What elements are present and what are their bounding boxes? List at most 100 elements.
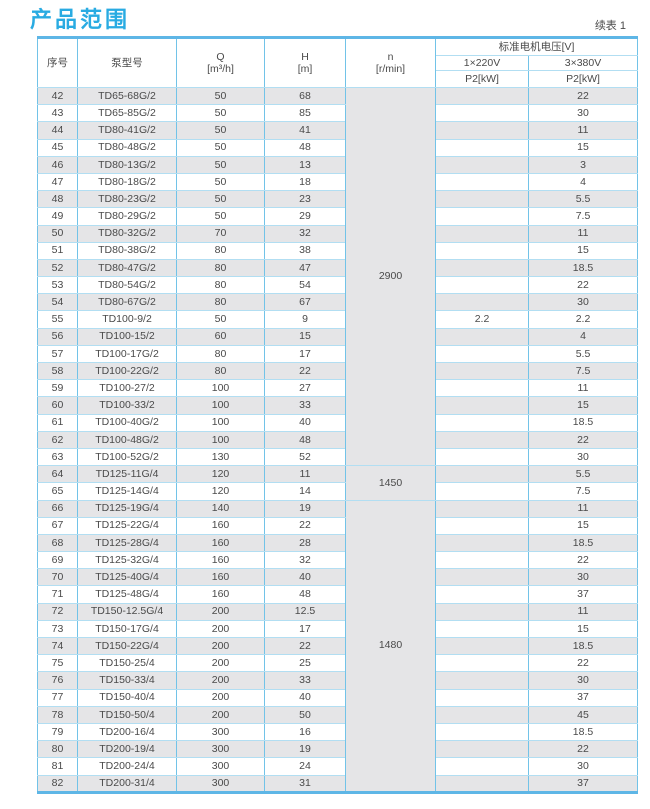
- cell-model: TD100-52G/2: [77, 447, 177, 467]
- cell-head: 40: [264, 568, 346, 587]
- cell-p2-380: 22: [528, 740, 638, 759]
- cell-p2-380: 11: [528, 121, 638, 140]
- cell-seq: 73: [37, 619, 78, 639]
- cell-flow: 80: [176, 293, 265, 312]
- cell-speed: 2900: [345, 86, 436, 467]
- cell-seq: 70: [37, 568, 78, 587]
- cell-head: 40: [264, 688, 346, 707]
- cell-head: 22: [264, 361, 346, 381]
- cell-flow: 160: [176, 516, 265, 535]
- cell-p2-220: [435, 636, 529, 656]
- cell-p2-380: 18.5: [528, 722, 638, 742]
- cell-p2-220: [435, 413, 529, 432]
- cell-p2-380: 30: [528, 293, 638, 312]
- cell-p2-220: 2.2: [435, 310, 529, 329]
- header-voltage-group: 标准电机电压[V]: [435, 37, 638, 56]
- cell-p2-380: 37: [528, 585, 638, 604]
- cell-flow: 200: [176, 671, 265, 690]
- cell-flow: 50: [176, 172, 265, 192]
- cell-seq: 76: [37, 671, 78, 690]
- cell-head: 19: [264, 740, 346, 759]
- table-row: 66 TD125-19G/4 140 19 1480 11: [37, 499, 638, 793]
- cell-head: 28: [264, 533, 346, 553]
- cell-model: TD80-13G/2: [77, 155, 177, 174]
- table-row: 65 TD125-14G/4 120 14 7.5: [37, 482, 638, 501]
- cell-head: 12.5: [264, 602, 346, 621]
- cell-model: TD125-11G/4: [77, 465, 177, 484]
- cell-speed: 1450: [345, 465, 436, 501]
- cell-model: TD150-50/4: [77, 705, 177, 724]
- table-row: 47 TD80-18G/2 50 18 4: [37, 172, 638, 192]
- cell-seq: 74: [37, 636, 78, 656]
- cell-head: 25: [264, 654, 346, 673]
- cell-head: 47: [264, 258, 346, 278]
- cell-model: TD100-48G/2: [77, 430, 177, 449]
- cell-model: TD80-41G/2: [77, 121, 177, 140]
- cell-flow: 100: [176, 379, 265, 398]
- cell-head: 27: [264, 379, 346, 398]
- cell-p2-220: [435, 533, 529, 553]
- cell-seq: 54: [37, 293, 78, 312]
- cell-flow: 80: [176, 241, 265, 260]
- table-row: 63 TD100-52G/2 130 52 30: [37, 447, 638, 467]
- cell-flow: 160: [176, 551, 265, 570]
- cell-head: 11: [264, 465, 346, 484]
- cell-seq: 66: [37, 499, 78, 518]
- cell-head: 54: [264, 276, 346, 295]
- cell-model: TD100-17G/2: [77, 344, 177, 364]
- cell-model: TD100-15/2: [77, 327, 177, 346]
- cell-model: TD80-48G/2: [77, 138, 177, 157]
- cell-p2-380: 4: [528, 172, 638, 192]
- cell-p2-380: 22: [528, 276, 638, 295]
- cell-flow: 200: [176, 654, 265, 673]
- cell-p2-220: [435, 138, 529, 157]
- cell-seq: 67: [37, 516, 78, 535]
- table-row: 49 TD80-29G/2 50 29 7.5: [37, 207, 638, 226]
- cell-p2-380: 45: [528, 705, 638, 724]
- cell-model: TD200-31/4: [77, 774, 177, 793]
- cell-flow: 200: [176, 688, 265, 707]
- table-row: 79 TD200-16/4 300 16 18.5: [37, 722, 638, 742]
- cell-flow: 200: [176, 619, 265, 639]
- table-header: 序号 泵型号 Q [m³/h] H [m] n [r/min] 标准电机电压[V…: [37, 37, 638, 88]
- cell-p2-380: 5.5: [528, 465, 638, 484]
- cell-p2-220: [435, 344, 529, 364]
- table-row: 77 TD150-40/4 200 40 37: [37, 688, 638, 707]
- cell-head: 32: [264, 224, 346, 243]
- cell-p2-380: 30: [528, 447, 638, 467]
- cell-model: TD80-38G/2: [77, 241, 177, 260]
- cell-model: TD100-27/2: [77, 379, 177, 398]
- header-voltage-220: 1×220V: [435, 55, 529, 71]
- cell-head: 48: [264, 138, 346, 157]
- header-head-symbol: H: [301, 50, 309, 63]
- cell-seq: 44: [37, 121, 78, 140]
- cell-p2-220: [435, 499, 529, 518]
- cell-p2-220: [435, 379, 529, 398]
- cell-p2-220: [435, 241, 529, 260]
- cell-flow: 50: [176, 207, 265, 226]
- cell-flow: 50: [176, 310, 265, 329]
- cell-flow: 80: [176, 276, 265, 295]
- cell-model: TD100-40G/2: [77, 413, 177, 432]
- table-row: 78 TD150-50/4 200 50 45: [37, 705, 638, 724]
- table-row: 73 TD150-17G/4 200 17 15: [37, 619, 638, 639]
- cell-p2-220: [435, 740, 529, 759]
- cell-seq: 46: [37, 155, 78, 174]
- cell-flow: 80: [176, 344, 265, 364]
- cell-model: TD100-22G/2: [77, 361, 177, 381]
- cell-p2-380: 18.5: [528, 413, 638, 432]
- cell-seq: 49: [37, 207, 78, 226]
- cell-flow: 100: [176, 430, 265, 449]
- cell-seq: 60: [37, 396, 78, 415]
- cell-p2-220: [435, 465, 529, 484]
- cell-p2-220: [435, 327, 529, 346]
- cell-flow: 50: [176, 155, 265, 174]
- cell-head: 32: [264, 551, 346, 570]
- cell-model: TD65-85G/2: [77, 104, 177, 123]
- cell-flow: 80: [176, 258, 265, 278]
- cell-seq: 75: [37, 654, 78, 673]
- cell-p2-380: 11: [528, 379, 638, 398]
- cell-seq: 64: [37, 465, 78, 484]
- cell-model: TD80-32G/2: [77, 224, 177, 243]
- cell-flow: 50: [176, 86, 265, 106]
